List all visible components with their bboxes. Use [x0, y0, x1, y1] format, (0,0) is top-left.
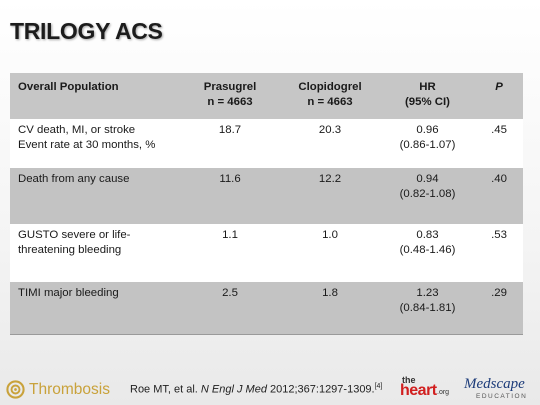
p-value: .40: [491, 173, 507, 185]
header-prasugrel: Prasugrel n = 4663: [203, 81, 257, 108]
p-value: .29: [491, 287, 507, 299]
citation-details: 2012;367:1297-1309.: [266, 383, 375, 396]
outcome-cell: TIMI major bleeding: [18, 287, 119, 299]
medscape-logo-text: Medscape: [464, 376, 525, 392]
hr-cell: 1.23 (0.84-1.81): [380, 282, 475, 334]
prasugrel-value: 2.5: [222, 287, 238, 299]
medscape-logo-subtext: EDUCATION: [476, 393, 528, 400]
table-header-row: Overall Population Prasugrel n = 4663 Cl…: [10, 73, 523, 119]
thrombosis-logo: Thrombosis: [6, 380, 110, 399]
theheart-logo-org: .org: [437, 389, 450, 396]
header-p-value: P: [495, 81, 503, 93]
hr-value: 0.94: [416, 173, 439, 185]
theheart-logo-heart: heart: [400, 382, 437, 399]
ci-value: (0.82-1.08): [399, 188, 456, 200]
hr-value: 1.23: [416, 287, 439, 299]
ci-value: (0.84-1.81): [399, 302, 456, 314]
results-table: Overall Population Prasugrel n = 4663 Cl…: [10, 73, 523, 334]
thrombosis-logo-text: Thrombosis: [29, 380, 110, 398]
slide-footer: Thrombosis Roe MT, et al. N Engl J Med 2…: [0, 372, 540, 405]
outcome-cell: Death from any cause: [18, 173, 130, 185]
thrombosis-swirl-icon: [6, 380, 25, 399]
medscape-logo: Medscape EDUCATION: [464, 376, 536, 404]
citation-journal: N Engl J Med: [200, 383, 267, 396]
ci-value: (0.86-1.07): [399, 139, 456, 151]
hr-value: 0.83: [416, 229, 439, 241]
prasugrel-value: 18.7: [218, 124, 242, 136]
hr-value: 0.96: [416, 124, 439, 136]
p-value: .53: [491, 229, 507, 241]
table-row: TIMI major bleeding 2.5 1.8 1.23 (0.84-1…: [10, 282, 523, 334]
theheart-logo: the heart .org: [396, 375, 456, 403]
hr-cell: 0.96 (0.86-1.07): [380, 119, 475, 168]
clopidogrel-value: 20.3: [318, 124, 342, 136]
prasugrel-value: 1.1: [222, 229, 238, 241]
prasugrel-value: 11.6: [219, 173, 241, 185]
table-row: GUSTO severe or life- threatening bleedi…: [10, 224, 523, 282]
citation: Roe MT, et al. N Engl J Med 2012;367:129…: [130, 383, 382, 396]
outcome-cell: CV death, MI, or stroke Event rate at 30…: [18, 124, 156, 151]
theheart-logo-the: the: [402, 375, 416, 385]
clopidogrel-value: 1.0: [322, 229, 338, 241]
clopidogrel-value: 1.8: [322, 287, 338, 299]
table-row: Death from any cause 11.6 12.2 0.94 (0.8…: [10, 168, 523, 224]
slide-title: TRILOGY ACS: [10, 18, 163, 44]
p-value: .45: [491, 124, 507, 136]
clopidogrel-value: 12.2: [318, 173, 342, 185]
ci-value: (0.48-1.46): [399, 244, 456, 256]
table-row: CV death, MI, or stroke Event rate at 30…: [10, 119, 523, 168]
header-clopidogrel: Clopidogrel n = 4663: [298, 81, 362, 108]
hr-cell: 0.94 (0.82-1.08): [380, 168, 475, 224]
header-overall-population: Overall Population: [18, 81, 119, 93]
outcome-cell: GUSTO severe or life- threatening bleedi…: [18, 229, 131, 256]
citation-reference: [4]: [374, 383, 383, 390]
results-table-container: Overall Population Prasugrel n = 4663 Cl…: [10, 73, 523, 335]
header-hazard-ratio: HR (95% CI): [405, 81, 450, 108]
citation-authors: Roe MT, et al.: [130, 383, 201, 396]
hr-cell: 0.83 (0.48-1.46): [380, 224, 475, 282]
